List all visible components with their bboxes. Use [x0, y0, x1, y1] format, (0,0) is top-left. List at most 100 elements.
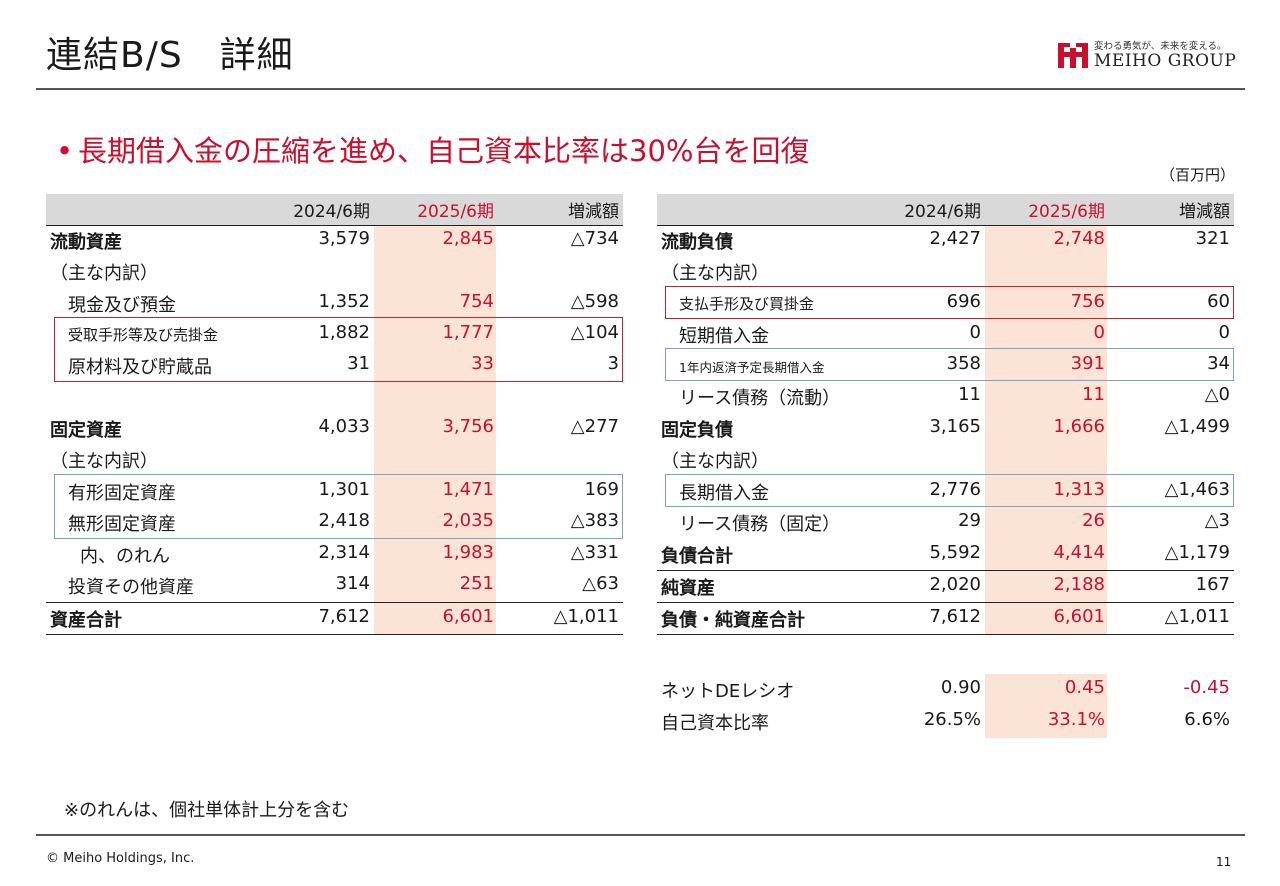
table-row: （主な内訳）: [46, 444, 623, 475]
row-label: 純資産: [661, 578, 715, 599]
row-label: 固定資産: [50, 420, 122, 441]
value-change: △1,499: [1164, 416, 1230, 437]
row-label: 自己資本比率: [661, 713, 769, 734]
row-label: （主な内訳）: [661, 263, 769, 284]
value-prev: 2,418: [318, 510, 370, 531]
value-current: 0.45: [1064, 677, 1105, 698]
value-prev: 3,579: [318, 228, 370, 249]
value-change: △598: [570, 291, 619, 312]
value-prev: 1,882: [318, 322, 370, 343]
highlight-box-blue: [665, 474, 1234, 507]
row-label: 資産合計: [50, 610, 122, 631]
page-number: 11: [1216, 855, 1232, 869]
value-change: △1,179: [1164, 542, 1230, 563]
row-label: リース債務（流動）: [679, 388, 841, 409]
value-current: 33: [471, 353, 494, 374]
value-current: 2,748: [1053, 228, 1105, 249]
row-label: （主な内訳）: [661, 451, 769, 472]
value-current: 2,845: [442, 228, 494, 249]
row-label: 原材料及び貯蔵品: [68, 357, 212, 378]
value-current: 33.1%: [1047, 709, 1105, 730]
value-change: △383: [570, 510, 619, 531]
col-header-change: 増減額: [568, 202, 619, 222]
value-prev: 2,020: [929, 574, 981, 595]
table-row: 原材料及び貯蔵品 31 33 3: [46, 350, 623, 381]
value-current: 251: [459, 573, 494, 594]
value-prev: 11: [958, 384, 981, 405]
row-label: 流動資産: [50, 232, 122, 253]
value-current: 1,983: [442, 542, 494, 563]
current-period-highlight: [985, 674, 1107, 738]
col-header-change: 増減額: [1179, 202, 1230, 222]
highlight-box-blue: [54, 474, 623, 539]
row-label: ネットDEレシオ: [661, 681, 795, 702]
value-prev: 5,592: [929, 542, 981, 563]
value-change: 3: [607, 353, 619, 374]
value-prev: 26.5%: [923, 709, 981, 730]
row-label: 受取手形等及び売掛金: [68, 326, 219, 344]
value-change: 167: [1195, 574, 1230, 595]
value-prev: 314: [335, 573, 370, 594]
value-prev: 2,427: [929, 228, 981, 249]
table-row: 負債合計 5,592 4,414 △1,179: [657, 539, 1234, 571]
logo-tagline: 変わる勇気が、未来を変える。: [1094, 41, 1227, 52]
row-label: 支払手形及び買掛金: [679, 295, 815, 313]
value-current: 1,777: [442, 322, 494, 343]
value-current: 1,471: [442, 479, 494, 500]
value-prev: 7,612: [318, 606, 370, 627]
table-row: リース債務（流動） 11 11 △0: [657, 381, 1234, 412]
row-label: 長期借入金: [679, 483, 769, 504]
footer-divider: [36, 834, 1245, 836]
value-prev: 29: [958, 510, 981, 531]
assets-table: 2024/6期 2025/6期 増減額 流動資産 3,579 2,845 △73…: [46, 194, 623, 635]
value-change: △277: [570, 416, 619, 437]
value-change: △0: [1204, 384, 1230, 405]
table-row: 有形固定資産 1,301 1,471 169: [46, 476, 623, 507]
value-change: 0: [1218, 322, 1230, 343]
value-change: △3: [1204, 510, 1230, 531]
value-prev: 2,314: [318, 542, 370, 563]
row-label: 負債合計: [661, 546, 733, 567]
page-title: 連結B/S 詳細: [46, 35, 294, 76]
value-current: 6,601: [442, 606, 494, 627]
meiho-logo-icon: [1058, 43, 1088, 68]
current-period-highlight: [374, 194, 496, 635]
table-row: 支払手形及び買掛金 696 756 60: [657, 288, 1234, 319]
highlight-box-red: [54, 317, 623, 382]
table-row: リース債務（固定） 29 26 △3: [657, 507, 1234, 538]
row-label: （主な内訳）: [50, 263, 158, 284]
table-row: ネットDEレシオ 0.90 0.45 -0.45: [657, 674, 1234, 705]
row-label: 固定負債: [661, 420, 733, 441]
value-change: 60: [1207, 291, 1230, 312]
table-row: 短期借入金 0 0 0: [657, 319, 1234, 350]
logo-wordmark: MEIHO GROUP: [1094, 51, 1237, 71]
row-label: 短期借入金: [679, 326, 769, 347]
value-change: 169: [584, 479, 619, 500]
highlight-box-red: [665, 286, 1234, 319]
value-prev: 1,301: [318, 479, 370, 500]
value-current: 1,666: [1053, 416, 1105, 437]
value-current: 0: [1093, 322, 1105, 343]
value-prev: 696: [946, 291, 981, 312]
col-header-prev: 2024/6期: [904, 202, 981, 222]
table-row: 流動負債 2,427 2,748 321: [657, 225, 1234, 256]
row-label: 1年内返済予定長期借入金: [679, 360, 825, 375]
table-header: 2024/6期 2025/6期 増減額: [657, 194, 1234, 226]
value-current: 4,414: [1053, 542, 1105, 563]
row-label: 投資その他資産: [68, 577, 194, 598]
table-row: 1年内返済予定長期借入金 358 391 34: [657, 350, 1234, 381]
value-change: 34: [1207, 353, 1230, 374]
value-current: 1,313: [1053, 479, 1105, 500]
table-row: 流動資産 3,579 2,845 △734: [46, 225, 623, 256]
value-prev: 31: [347, 353, 370, 374]
row-label: 無形固定資産: [68, 514, 176, 535]
header-divider: [36, 88, 1245, 90]
row-label: 有形固定資産: [68, 483, 176, 504]
value-change: △734: [570, 228, 619, 249]
table-row: （主な内訳）: [657, 256, 1234, 287]
value-prev: 4,033: [318, 416, 370, 437]
value-current: 6,601: [1053, 606, 1105, 627]
value-prev: 2,776: [929, 479, 981, 500]
table-row: 長期借入金 2,776 1,313 △1,463: [657, 476, 1234, 507]
row-label: （主な内訳）: [50, 451, 158, 472]
